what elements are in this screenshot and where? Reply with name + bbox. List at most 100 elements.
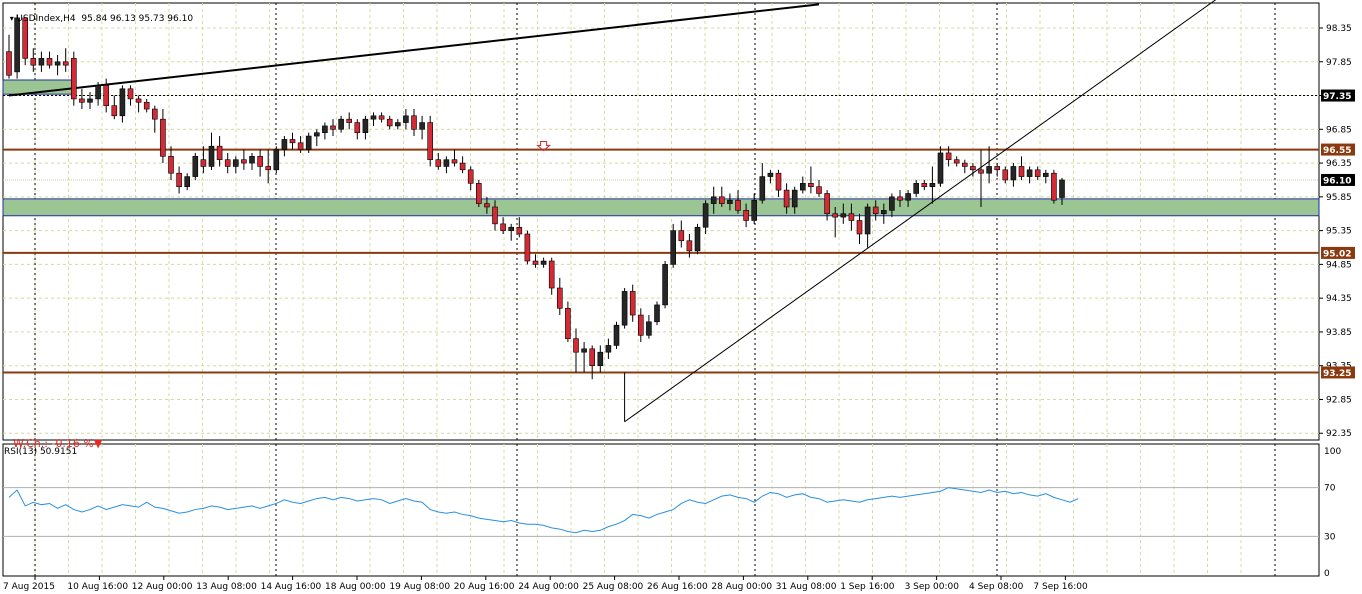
price-tag-93.25 (1321, 366, 1355, 379)
rsi-tick-label: 30 (1324, 532, 1336, 542)
rsi-tick-label: 70 (1324, 484, 1336, 494)
candle-body (103, 85, 109, 106)
symbol-label: USDIndex,H4 (16, 14, 76, 24)
candle-body (921, 183, 928, 188)
price-tick-label: 96.85 (1326, 125, 1352, 135)
candle-body (565, 307, 571, 339)
candle-body (289, 139, 296, 144)
price-tag-label: 97.35 (1323, 92, 1351, 102)
candle-body (597, 351, 604, 367)
candle-body (937, 152, 944, 184)
candle-body (783, 189, 790, 208)
header-arrow-icon: ▾ (9, 14, 17, 23)
candle-body (832, 213, 839, 218)
candle-body (435, 159, 442, 167)
candle-body (54, 61, 61, 66)
candle-body (135, 98, 142, 103)
candle-body (338, 118, 344, 130)
time-tick-label: 3 Sep 00:00 (905, 582, 960, 592)
candle-body (556, 287, 563, 309)
candle-body (799, 183, 806, 191)
time-tick-label: 13 Aug 08:00 (196, 582, 257, 592)
candle-body (678, 230, 685, 242)
candle-body (143, 101, 150, 110)
weekly-change: W.Ch.: -0.16 %▼ (6, 424, 102, 450)
time-tick-label: 12 Aug 00:00 (132, 582, 193, 592)
weekly-change-label: W.Ch.: (13, 437, 48, 450)
candle-body (111, 105, 118, 117)
candle-body (1059, 179, 1065, 198)
candle-body (986, 166, 992, 174)
candle-body (119, 88, 126, 117)
candle-body (710, 196, 717, 204)
candle-body (718, 196, 725, 204)
price-tick-label: 94.35 (1326, 294, 1352, 304)
time-tick-label: 7 Sep 16:00 (1033, 582, 1088, 592)
candle-body (743, 210, 749, 221)
price-tag-label: 95.02 (1323, 249, 1351, 259)
candle-body (14, 17, 20, 73)
candle-body (168, 156, 174, 174)
candle-body (1051, 172, 1057, 201)
candle-body (192, 156, 199, 177)
candle-body (443, 159, 450, 167)
candle-body (427, 122, 434, 160)
candle-body (257, 156, 263, 167)
candle-body (913, 183, 920, 194)
candle-body (176, 172, 182, 188)
candle-body (1026, 169, 1033, 177)
candle-body (87, 98, 93, 103)
candle-body (686, 240, 693, 252)
candle-body (751, 199, 758, 221)
candle-body (791, 189, 798, 208)
candle-body (62, 61, 69, 66)
candle-body (905, 193, 911, 201)
candle-body (889, 196, 895, 211)
candle-body (500, 223, 506, 231)
price-tick-label: 96.35 (1326, 159, 1352, 169)
candle-body (216, 145, 223, 160)
candle-body (95, 85, 101, 100)
candle-body (702, 203, 709, 228)
time-tick-label: 25 Aug 08:00 (583, 582, 644, 592)
price-tick-label: 95.35 (1326, 227, 1352, 237)
candle-body (330, 125, 336, 130)
zone-0 (2, 198, 1320, 217)
candle-body (727, 199, 733, 204)
candle-body (856, 220, 863, 235)
ohlc-values: 95.84 96.13 95.73 96.10 (81, 14, 194, 24)
price-pane-frame (2, 2, 1320, 441)
candle-body (573, 338, 579, 353)
down-triangle-icon: ▼ (93, 437, 103, 450)
candle-body (249, 156, 255, 164)
rsi-header: RSI(13) 50.9151 (4, 447, 78, 457)
trendline-0 (8, 3, 820, 97)
time-tick-label: 20 Aug 16:00 (454, 582, 515, 592)
candle-body (670, 230, 677, 265)
weekly-change-value: -0.16 % (51, 437, 94, 450)
price-tick-label: 92.35 (1326, 429, 1352, 439)
candle-body (378, 115, 385, 120)
candle-body (411, 115, 417, 130)
candle-body (532, 260, 539, 265)
candle-body (1010, 166, 1017, 181)
candle-body (970, 166, 976, 171)
candle-body (508, 226, 515, 231)
candle-body (621, 291, 628, 326)
candle-body (184, 176, 190, 188)
candle-body (241, 159, 247, 164)
candle-body (346, 118, 353, 123)
trendline-1 (624, 0, 1217, 423)
candle-body (767, 172, 774, 177)
time-tick-label: 26 Aug 16:00 (647, 582, 708, 592)
price-tag-96.55 (1321, 143, 1355, 156)
candle-body (929, 183, 936, 188)
candle-body (484, 203, 490, 208)
candle-body (872, 206, 879, 215)
candle-body (313, 132, 320, 137)
candle-body (646, 321, 652, 336)
candle-body (30, 58, 37, 66)
candle-body (589, 348, 596, 367)
candle-body (775, 172, 782, 191)
time-tick-label: 4 Sep 08:00 (969, 582, 1024, 592)
